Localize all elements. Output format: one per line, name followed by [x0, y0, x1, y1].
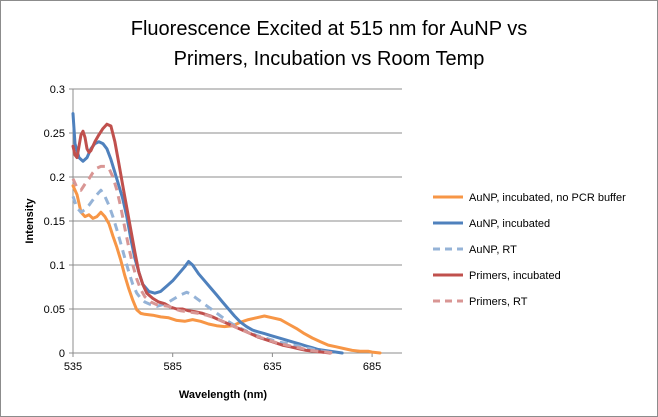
series-line-3	[71, 122, 332, 355]
tick-labels: 0 0.05 0.1 0.15 0.2 0.25 0.3 535 585 635 685	[44, 84, 382, 373]
x-tick-label-2: 635	[263, 361, 281, 373]
legend-label-2: AuNP, RT	[469, 244, 517, 256]
y-axis-title: Intensity	[24, 198, 36, 244]
x-axis-title: Wavelength (nm)	[179, 389, 268, 401]
chart-title-line-2: Primers, Incubation vs Room Temp	[174, 48, 485, 70]
chart-title: Fluorescence Excited at 515 nm for AuNP …	[131, 18, 528, 70]
series-line-0	[71, 184, 382, 355]
legend: AuNP, incubated, no PCR buffer AuNP, incu…	[433, 192, 626, 308]
series-line-1	[71, 112, 344, 355]
y-tick-label-4: 0.2	[50, 172, 65, 184]
legend-label-4: Primers, RT	[469, 296, 528, 308]
y-tick-label-2: 0.1	[50, 260, 65, 272]
legend-label-1: AuNP, incubated	[469, 218, 550, 230]
x-tick-label-1: 585	[164, 361, 182, 373]
chart-title-line-1: Fluorescence Excited at 515 nm for AuNP …	[131, 18, 528, 40]
series-lines	[71, 112, 382, 355]
legend-label-0: AuNP, incubated, no PCR buffer	[469, 192, 626, 204]
y-tick-label-5: 0.25	[44, 128, 65, 140]
y-tick-label-6: 0.3	[50, 84, 65, 96]
x-tick-label-3: 685	[363, 361, 381, 373]
legend-label-3: Primers, incubated	[469, 270, 561, 282]
y-tick-label-1: 0.05	[44, 304, 65, 316]
y-tick-label-3: 0.15	[44, 216, 65, 228]
series-line-4	[71, 164, 335, 355]
x-tick-label-0: 535	[64, 361, 82, 373]
series-line-2	[71, 188, 335, 355]
y-tick-label-0: 0	[59, 348, 65, 360]
